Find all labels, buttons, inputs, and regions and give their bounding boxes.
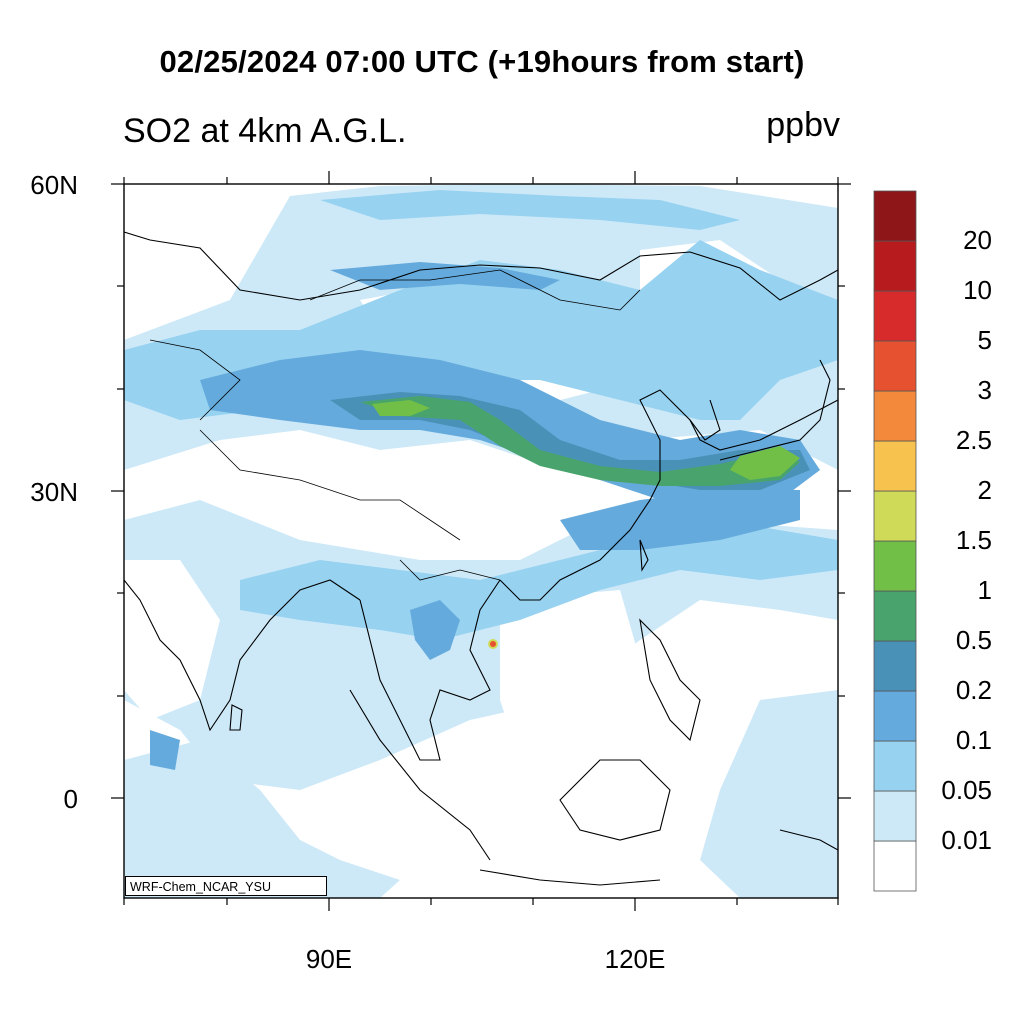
colorbar xyxy=(873,190,917,892)
coast-srilanka xyxy=(229,704,243,731)
border-southeast xyxy=(399,559,501,581)
field-0.1-upper xyxy=(330,262,560,290)
colorbar-swatch xyxy=(873,340,917,392)
colorbar-swatch xyxy=(873,490,917,542)
colorbar-level-label: 3 xyxy=(977,375,992,405)
field-hotspot-inner xyxy=(490,641,496,647)
coastlines xyxy=(124,231,838,886)
colorbar-swatch xyxy=(873,240,917,292)
colorbar-swatch xyxy=(873,440,917,492)
map-frame xyxy=(123,183,839,899)
colorbar-swatch xyxy=(873,540,917,592)
lat-label-30n: 30N xyxy=(30,477,78,507)
lon-label-90e: 90E xyxy=(305,944,353,974)
field-0.1-south xyxy=(560,490,800,550)
colorbar-level-label: 0.5 xyxy=(955,625,992,655)
coast-borneo xyxy=(559,759,671,841)
colorbar-swatch xyxy=(873,740,917,792)
colorbar-swatch xyxy=(873,690,917,742)
colorbar-swatch xyxy=(873,590,917,642)
colorbar-swatch xyxy=(873,640,917,692)
field-1-core xyxy=(730,446,800,480)
colorbar-level-label: 0.1 xyxy=(955,725,992,755)
coast-newguinea xyxy=(779,829,838,851)
colorbar-swatch xyxy=(873,290,917,342)
field-0.01-ocean xyxy=(124,740,400,898)
colorbar-level-label: 0.01 xyxy=(941,825,992,855)
field-0.05-band-south xyxy=(240,520,838,640)
borders xyxy=(149,269,641,581)
colorbar-level-label: 2 xyxy=(977,475,992,505)
border-himalaya xyxy=(199,429,461,541)
coast-philippines xyxy=(639,618,701,742)
field-clear-4 xyxy=(500,590,640,760)
so2-field xyxy=(124,184,838,898)
lon-label-120e: 120E xyxy=(604,944,666,974)
coast-java xyxy=(479,869,661,886)
field-clear-3 xyxy=(230,470,620,540)
coast-eurasia-north xyxy=(124,231,838,301)
colorbar-swatch xyxy=(873,790,917,842)
colorbar-level-label: 20 xyxy=(963,225,992,255)
field-0.1-indochina xyxy=(410,600,460,660)
field-0.1-southasia xyxy=(150,730,180,770)
map-title: 02/25/2024 07:00 UTC (+19hours from star… xyxy=(159,44,805,79)
colorbar-swatch xyxy=(873,840,917,892)
field-1-core-west xyxy=(372,400,430,416)
coast-india xyxy=(124,579,361,732)
coast-taiwan xyxy=(639,539,649,572)
model-credit: WRF-Chem_NCAR_YSU xyxy=(125,876,327,896)
colorbar-level-label: 1 xyxy=(977,575,992,605)
coast-china xyxy=(499,389,838,601)
axis-ticks xyxy=(111,171,851,911)
border-mongolia xyxy=(309,269,641,311)
colorbar-level-label: 5 xyxy=(977,325,992,355)
field-0.05-upper xyxy=(320,190,740,230)
coast-japan xyxy=(719,359,831,461)
colorbar-level-label: 0.2 xyxy=(955,675,992,705)
lat-label-0: 0 xyxy=(63,784,78,814)
coast-sumatra xyxy=(349,689,491,861)
field-0.5-plume xyxy=(360,396,800,486)
colorbar-level-label: 0.05 xyxy=(941,775,992,805)
colorbar-swatch xyxy=(873,390,917,442)
colorbar-swatch xyxy=(873,190,917,242)
colorbar-level-label: 1.5 xyxy=(955,525,992,555)
coast-indochina xyxy=(359,579,501,761)
coast-korea xyxy=(689,399,721,441)
lat-label-60n: 60N xyxy=(30,170,78,200)
colorbar-level-label: 2.5 xyxy=(955,425,992,455)
field-clear-5 xyxy=(124,560,220,720)
unit-label: ppbv xyxy=(766,106,840,144)
field-0.01-east xyxy=(700,690,838,898)
variable-label: SO2 at 4km A.G.L. xyxy=(123,112,407,150)
border-central xyxy=(149,339,241,421)
colorbar-level-label: 10 xyxy=(963,275,992,305)
